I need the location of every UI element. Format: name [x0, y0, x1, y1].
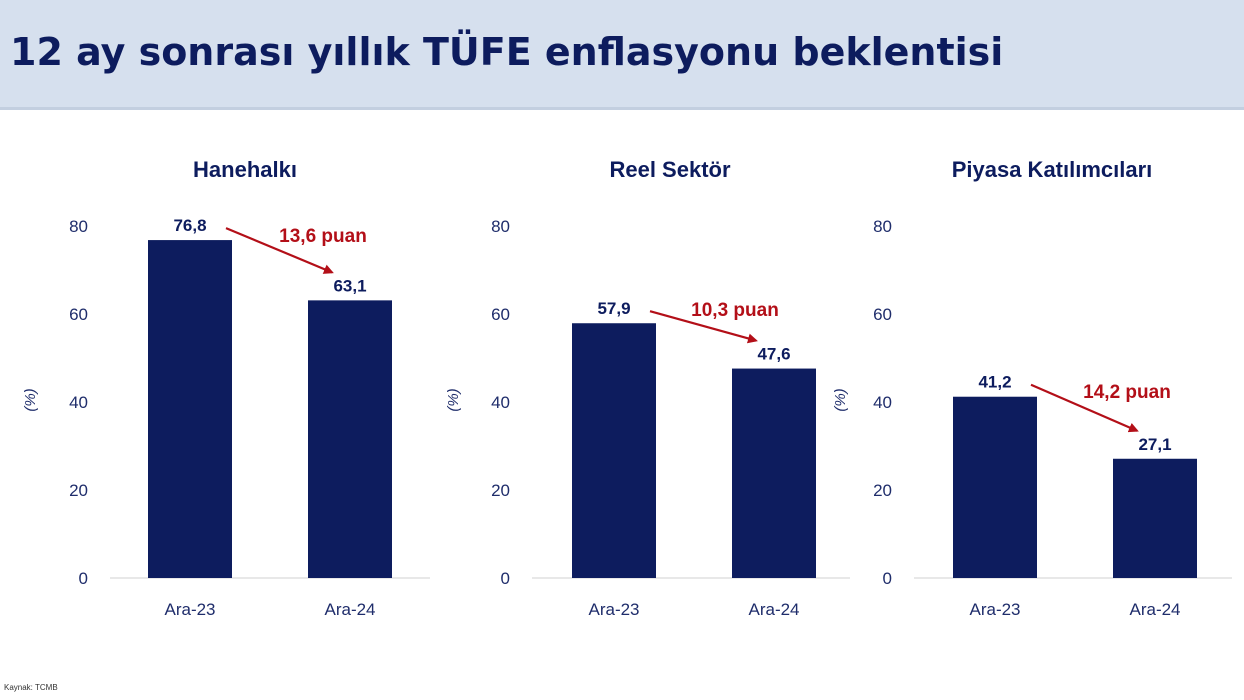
data-label: 76,8 — [173, 216, 206, 235]
x-tick-label: Ara-24 — [1129, 600, 1180, 619]
y-axis-label: (%) — [832, 388, 849, 411]
page-title: 12 ay sonrası yıllık TÜFE enflasyonu bek… — [10, 30, 1004, 74]
data-label: 41,2 — [978, 373, 1011, 392]
bar — [953, 396, 1037, 578]
y-tick-label: 0 — [79, 569, 88, 588]
bar — [732, 368, 816, 578]
change-arrow — [225, 227, 334, 274]
x-tick-label: Ara-23 — [164, 600, 215, 619]
y-tick-label: 80 — [69, 217, 88, 236]
y-tick-label: 0 — [501, 569, 510, 588]
chart-title: Reel Sektör — [609, 157, 730, 182]
data-label: 63,1 — [333, 276, 366, 295]
y-tick-label: 40 — [491, 393, 510, 412]
change-annotation: 10,3 puan — [691, 300, 779, 321]
y-tick-label: 40 — [69, 393, 88, 412]
y-tick-label: 60 — [873, 305, 892, 324]
chart-title: Piyasa Katılımcıları — [952, 157, 1153, 182]
bar — [572, 323, 656, 578]
bar — [148, 240, 232, 578]
change-arrow — [649, 310, 758, 344]
y-tick-label: 20 — [69, 481, 88, 500]
header-banner: 12 ay sonrası yıllık TÜFE enflasyonu bek… — [0, 0, 1244, 110]
change-arrow — [1030, 383, 1139, 433]
data-label: 27,1 — [1138, 435, 1171, 454]
x-tick-label: Ara-24 — [324, 600, 375, 619]
bar — [1113, 458, 1197, 578]
y-tick-label: 60 — [69, 305, 88, 324]
y-tick-label: 20 — [491, 481, 510, 500]
change-annotation: 13,6 puan — [279, 226, 367, 247]
bar — [308, 300, 392, 578]
chart-title: Hanehalkı — [193, 157, 297, 182]
y-axis-label: (%) — [445, 388, 462, 411]
y-tick-label: 20 — [873, 481, 892, 500]
y-tick-label: 80 — [491, 217, 510, 236]
data-label: 57,9 — [597, 299, 630, 318]
data-label: 47,6 — [757, 345, 790, 364]
x-tick-label: Ara-23 — [969, 600, 1020, 619]
change-annotation: 14,2 puan — [1083, 382, 1171, 403]
x-tick-label: Ara-23 — [588, 600, 639, 619]
y-tick-label: 80 — [873, 217, 892, 236]
y-tick-label: 40 — [873, 393, 892, 412]
y-axis-label: (%) — [22, 388, 39, 411]
source-note: Kaynak: TCMB — [4, 683, 58, 692]
y-tick-label: 60 — [491, 305, 510, 324]
y-tick-label: 0 — [883, 569, 892, 588]
x-tick-label: Ara-24 — [748, 600, 799, 619]
